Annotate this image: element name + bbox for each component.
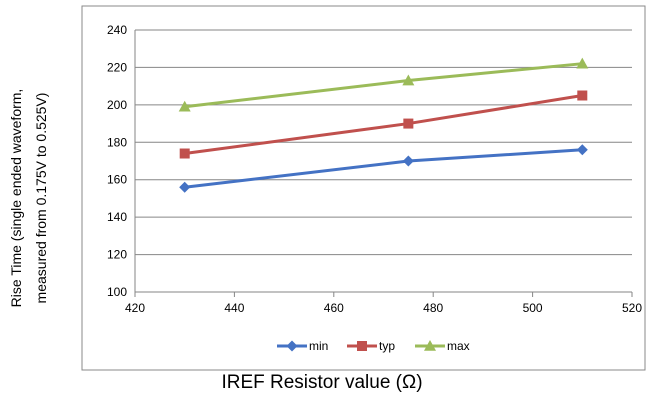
x-tick-label: 520: [622, 301, 642, 315]
series-lines: [178, 57, 589, 193]
legend-marker: [286, 340, 298, 352]
y-tick-label: 220: [107, 60, 127, 74]
series-typ: [179, 90, 588, 159]
data-point-max: [402, 74, 415, 86]
data-point-typ: [577, 90, 588, 101]
legend-label: max: [447, 339, 470, 353]
data-point-typ: [179, 148, 190, 159]
legend-label: min: [309, 339, 328, 353]
legend: min typ max: [277, 339, 470, 353]
legend-item-max: max: [415, 339, 470, 353]
series-max: [178, 57, 589, 112]
series-min: [179, 144, 588, 193]
x-tick-label: 440: [224, 301, 244, 315]
data-point-typ: [403, 118, 414, 129]
x-tick-label: 480: [423, 301, 443, 315]
data-point-min: [576, 144, 588, 156]
y-axis-label-line2: measured from 0.175V to 0.525V): [33, 93, 49, 304]
data-point-max: [576, 57, 589, 69]
y-tick-labels: 100 120 140 160 180 200 220 240: [107, 23, 127, 299]
grid-lines: [135, 29, 632, 256]
y-tick-label: 120: [107, 248, 127, 262]
data-point-min: [402, 155, 414, 167]
chart-frame: [81, 5, 646, 371]
y-tick-label: 100: [107, 285, 127, 299]
data-point-max: [178, 100, 191, 112]
x-tick-label: 500: [523, 301, 543, 315]
axes: [134, 30, 633, 297]
y-tick-label: 200: [107, 98, 127, 112]
legend-label: typ: [379, 339, 395, 353]
y-tick-label: 140: [107, 210, 127, 224]
y-tick-label: 160: [107, 173, 127, 187]
x-tick-label: 420: [125, 301, 145, 315]
legend-item-min: min: [277, 339, 328, 353]
legend-marker: [424, 340, 436, 351]
x-axis-label: IREF Resistor value (Ω): [221, 372, 422, 393]
y-tick-label: 180: [107, 135, 127, 149]
data-point-min: [179, 181, 191, 193]
x-tick-labels: 420 440 460 480 500 520: [125, 301, 642, 315]
y-tick-label: 240: [107, 23, 127, 37]
legend-marker: [357, 341, 367, 351]
x-tick-label: 460: [324, 301, 344, 315]
legend-item-typ: typ: [347, 339, 395, 353]
y-axis-label-line1: Rise Time (single ended waveform,: [8, 89, 24, 308]
